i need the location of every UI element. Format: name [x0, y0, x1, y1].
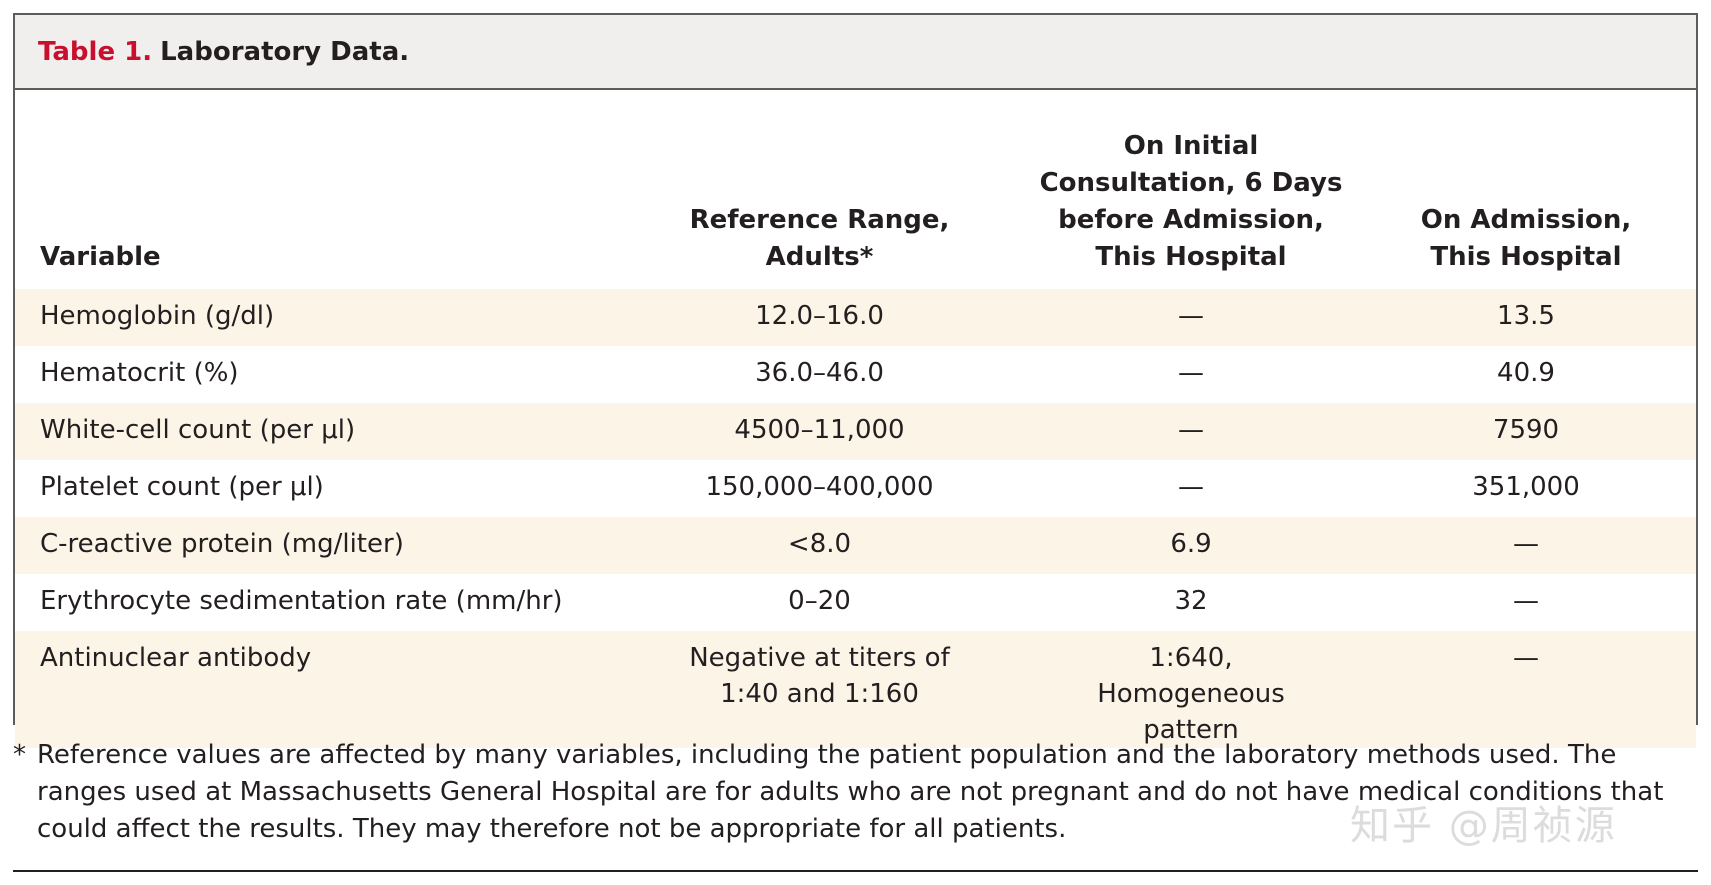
footnote-marker: * [13, 737, 26, 774]
cell-reference: 12.0–16.0 [613, 289, 1026, 346]
table-row: C-reactive protein (mg/liter) <8.0 6.9 — [15, 517, 1696, 574]
cell-variable: Hematocrit (%) [15, 346, 613, 403]
cell-initial: — [1026, 346, 1356, 403]
cell-initial: — [1026, 460, 1356, 517]
bottom-rule [13, 870, 1698, 872]
column-header-variable: Variable [15, 90, 613, 289]
cell-variable: Antinuclear antibody [15, 631, 613, 748]
cell-admission: 351,000 [1356, 460, 1696, 517]
cell-reference: 150,000–400,000 [613, 460, 1026, 517]
cell-reference: <8.0 [613, 517, 1026, 574]
table-row: Hemoglobin (g/dl) 12.0–16.0 — 13.5 [15, 289, 1696, 346]
cell-initial: 6.9 [1026, 517, 1356, 574]
column-header-admission: On Admission, This Hospital [1356, 90, 1696, 289]
cell-admission: — [1356, 574, 1696, 631]
table-row: Antinuclear antibody Negative at titers … [15, 631, 1696, 748]
cell-reference: Negative at titers of 1:40 and 1:160 [613, 631, 1026, 748]
cell-initial: — [1026, 289, 1356, 346]
column-header-initial: On Initial Consultation, 6 Days before A… [1026, 90, 1356, 289]
cell-initial: 1:640, Homogeneous pattern [1026, 631, 1356, 748]
cell-admission: 40.9 [1356, 346, 1696, 403]
cell-variable: Hemoglobin (g/dl) [15, 289, 613, 346]
table-label: Table 1. [38, 37, 152, 67]
column-header-reference: Reference Range, Adults* [613, 90, 1026, 289]
cell-reference: 4500–11,000 [613, 403, 1026, 460]
cell-admission: 13.5 [1356, 289, 1696, 346]
cell-initial: 32 [1026, 574, 1356, 631]
table-title: Laboratory Data. [160, 37, 409, 67]
cell-variable: White-cell count (per μl) [15, 403, 613, 460]
cell-reference: 36.0–46.0 [613, 346, 1026, 403]
table-row: Hematocrit (%) 36.0–46.0 — 40.9 [15, 346, 1696, 403]
cell-variable: Erythrocyte sedimentation rate (mm/hr) [15, 574, 613, 631]
table-caption: Table 1. Laboratory Data. [15, 15, 1696, 90]
cell-admission: — [1356, 517, 1696, 574]
table-row: Platelet count (per μl) 150,000–400,000 … [15, 460, 1696, 517]
lab-data-table-frame: Table 1. Laboratory Data. Variable Refer… [13, 13, 1698, 725]
table-row: White-cell count (per μl) 4500–11,000 — … [15, 403, 1696, 460]
table-row: Erythrocyte sedimentation rate (mm/hr) 0… [15, 574, 1696, 631]
cell-variable: Platelet count (per μl) [15, 460, 613, 517]
cell-admission: — [1356, 631, 1696, 748]
cell-variable: C-reactive protein (mg/liter) [15, 517, 613, 574]
cell-admission: 7590 [1356, 403, 1696, 460]
lab-data-table: Variable Reference Range, Adults* On Ini… [15, 90, 1696, 748]
header-row: Variable Reference Range, Adults* On Ini… [15, 90, 1696, 289]
cell-initial: — [1026, 403, 1356, 460]
cell-reference: 0–20 [613, 574, 1026, 631]
watermark: 知乎 @周祯源 [1350, 793, 1617, 851]
